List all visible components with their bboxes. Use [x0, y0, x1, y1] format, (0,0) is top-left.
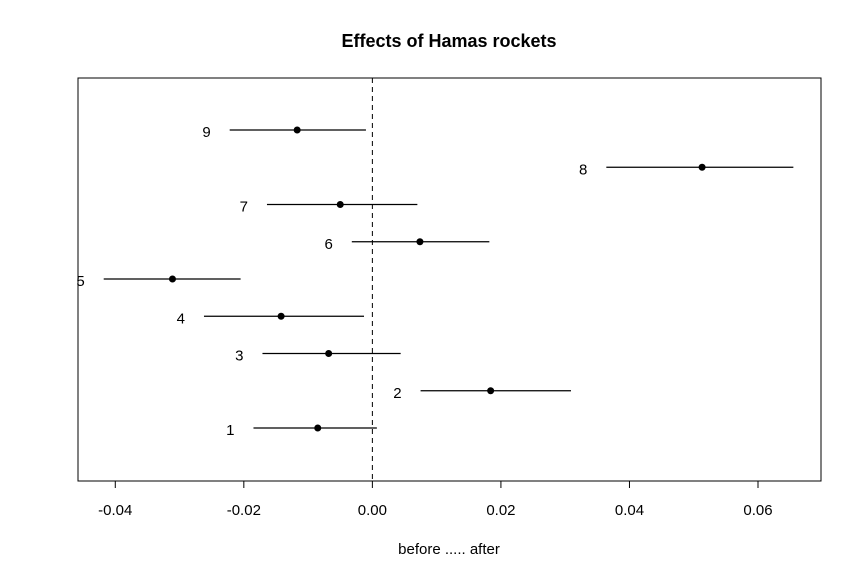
point-estimate-9 [293, 126, 301, 134]
point-label-9: 9 [202, 124, 210, 141]
chart-title: Effects of Hamas rockets [341, 31, 556, 51]
x-tick-label-0: -0.04 [98, 502, 132, 519]
point-label-6: 6 [324, 236, 332, 253]
point-label-2: 2 [393, 385, 401, 402]
point-label-5: 5 [76, 273, 84, 290]
x-tick-label-3: 0.02 [486, 502, 515, 519]
point-estimate-2 [487, 387, 495, 395]
point-estimate-7 [336, 201, 344, 208]
point-estimate-3 [325, 350, 333, 357]
point-estimate-1 [314, 424, 322, 432]
point-label-7: 7 [240, 199, 248, 216]
point-label-4: 4 [177, 310, 185, 327]
x-axis-label: before ..... after [398, 541, 500, 558]
point-estimate-6 [416, 238, 424, 246]
x-tick-label-2: 0.00 [358, 502, 387, 519]
x-tick-label-4: 0.04 [615, 502, 644, 519]
point-label-3: 3 [235, 348, 243, 365]
point-estimate-8 [698, 163, 706, 171]
x-tick-label-5: 0.06 [743, 502, 772, 519]
point-estimate-5 [168, 275, 176, 283]
point-estimate-4 [277, 312, 285, 320]
x-tick-label-1: -0.02 [227, 502, 261, 519]
point-label-8: 8 [579, 161, 587, 178]
point-label-1: 1 [226, 422, 234, 439]
